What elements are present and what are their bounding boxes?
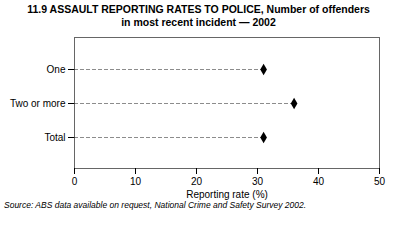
- svg-text:Reporting rate (%): Reporting rate (%): [186, 189, 268, 200]
- svg-text:50: 50: [374, 176, 386, 187]
- html-text:11.9 ASSAULT REPORTING RATES T: 11.9 ASSAULT REPORTING RATES TO POLICE, …: [27, 3, 370, 15]
- html-text:Source: ABS data available on: Source: ABS data available on request, N…: [4, 200, 307, 210]
- svg-text:0: 0: [72, 176, 78, 187]
- html-text:in most recent incident — 2002: in most recent incident — 2002: [121, 16, 276, 28]
- svg-text:30: 30: [252, 176, 264, 187]
- svg-text:10: 10: [130, 176, 142, 187]
- svg-text:20: 20: [191, 176, 203, 187]
- svg-text:Two or more: Two or more: [10, 98, 66, 109]
- svg-text:40: 40: [313, 176, 325, 187]
- svg-text:Total: Total: [44, 132, 65, 143]
- svg-text:One: One: [47, 64, 66, 75]
